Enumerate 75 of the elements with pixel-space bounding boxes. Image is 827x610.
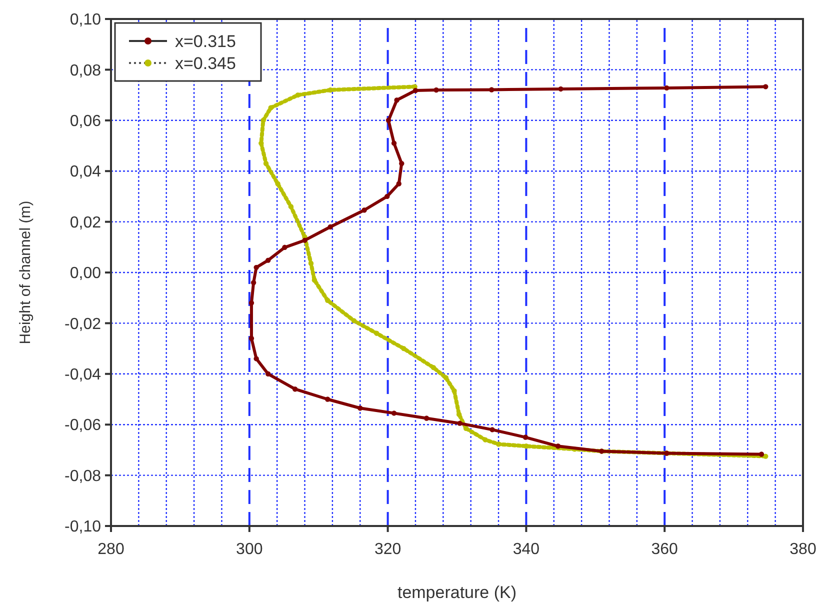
x-tick-label: 280	[98, 541, 124, 558]
point	[362, 208, 367, 213]
point	[288, 204, 294, 210]
point	[399, 160, 404, 166]
point	[522, 434, 528, 440]
point	[312, 278, 318, 283]
legend-label: x=0.315	[175, 32, 236, 51]
x-axis-title: temperature (K)	[397, 583, 517, 602]
point	[308, 260, 314, 266]
point	[391, 140, 397, 146]
y-tick-label: 0,00	[70, 265, 102, 282]
point	[268, 105, 274, 110]
point	[263, 160, 269, 166]
point	[260, 118, 266, 123]
point	[412, 88, 418, 94]
y-tick-label: 0,10	[70, 12, 102, 29]
y-tick-label: -0,04	[64, 366, 102, 384]
point	[351, 318, 356, 324]
y-tick-label: 0,02	[70, 214, 102, 232]
point	[396, 181, 402, 186]
point	[292, 386, 298, 392]
point	[463, 426, 469, 431]
point	[384, 194, 390, 200]
y-tick-label: -0,08	[64, 468, 102, 485]
y-tick-label: -0,06	[64, 417, 102, 434]
legend-label: x=0.345	[175, 54, 236, 73]
y-tick-label: 0,06	[70, 113, 102, 130]
point	[456, 412, 462, 418]
point	[250, 280, 256, 286]
point	[265, 371, 271, 376]
y-axis-title: Height of channel (m)	[17, 200, 34, 344]
point	[763, 84, 768, 90]
point	[358, 406, 363, 411]
x-tick-label: 380	[790, 541, 816, 558]
point	[490, 427, 495, 432]
point	[295, 92, 300, 98]
point	[558, 86, 564, 92]
point	[430, 364, 436, 370]
x-tick-label: 300	[236, 541, 263, 558]
point	[254, 264, 259, 270]
point	[401, 346, 406, 352]
point	[457, 420, 462, 426]
y-tick-label: -0,02	[64, 316, 102, 333]
point	[434, 87, 439, 93]
point	[324, 396, 330, 402]
point	[555, 444, 561, 449]
point	[482, 437, 488, 442]
point	[524, 444, 529, 449]
point	[386, 118, 392, 123]
point	[424, 416, 430, 421]
point	[763, 454, 768, 459]
point	[324, 298, 330, 303]
point	[443, 375, 449, 380]
x-tick-label: 340	[512, 541, 540, 558]
x-tick-label: 360	[651, 541, 678, 558]
point	[394, 98, 400, 103]
point	[254, 356, 259, 362]
point	[489, 87, 494, 92]
point	[258, 140, 264, 146]
point	[265, 258, 271, 263]
point	[275, 181, 280, 186]
y-tick-label: 0,04	[70, 164, 102, 181]
point	[391, 410, 397, 416]
point	[374, 330, 380, 336]
point	[664, 85, 670, 91]
point	[248, 336, 254, 342]
point	[328, 87, 333, 93]
point	[302, 238, 308, 243]
y-tick-label: 0,08	[70, 62, 102, 80]
x-tick-label: 320	[374, 541, 402, 558]
point	[328, 224, 333, 230]
point	[282, 244, 288, 250]
point	[452, 388, 457, 394]
y-tick-label: -0,10	[64, 518, 102, 536]
point	[758, 452, 764, 457]
